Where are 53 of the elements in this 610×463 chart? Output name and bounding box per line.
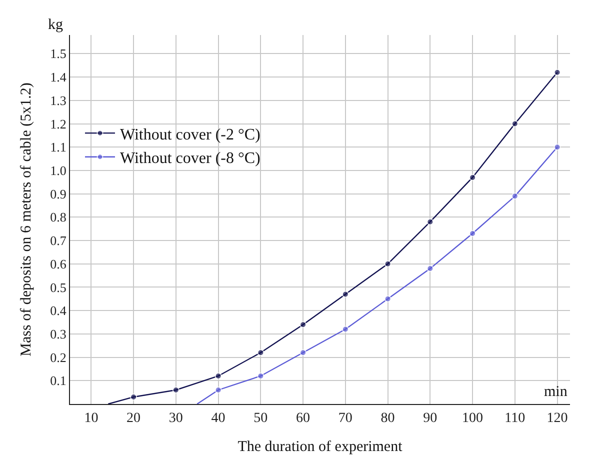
- point: [257, 372, 264, 380]
- legend-label: Without cover (-2 °C): [120, 126, 260, 144]
- y-tick-label: 1.3: [50, 92, 66, 108]
- point: [511, 120, 518, 128]
- x-tick-label: 60: [296, 410, 310, 426]
- x-tick-label: 80: [380, 410, 395, 426]
- x-tick-label: 50: [254, 410, 268, 426]
- point: [554, 68, 561, 76]
- point: [214, 386, 222, 394]
- point: [342, 326, 349, 333]
- y-tick-label: 0.2: [50, 350, 66, 365]
- y-tick-label: 1.4: [50, 70, 67, 85]
- y-tick-label: 1.5: [50, 46, 66, 62]
- y-tick-label: 0.5: [50, 280, 66, 295]
- x-tick-label: 100: [462, 410, 484, 426]
- point: [384, 295, 392, 302]
- point: [342, 290, 349, 298]
- y-tick-label: 0.7: [50, 233, 67, 248]
- text: kg: [48, 17, 64, 33]
- point: [469, 174, 476, 181]
- x-tick-label: 30: [168, 410, 183, 426]
- point: [554, 144, 561, 151]
- point: [426, 218, 434, 226]
- y-tick-label: 1.0: [50, 163, 66, 178]
- x-tick-label: 70: [338, 410, 352, 426]
- y-tick-label: 0.1: [50, 373, 66, 388]
- point: [384, 260, 392, 268]
- y-tick-label: 0.6: [50, 256, 67, 272]
- y-tick-label: 0.9: [50, 186, 66, 202]
- point: [172, 386, 180, 394]
- x-tick-label: 10: [84, 410, 98, 426]
- x-tick-label: 90: [423, 410, 438, 426]
- point: [130, 393, 138, 400]
- point: [300, 349, 307, 356]
- y-tick-label: 0.4: [50, 303, 67, 318]
- legend-label: Without cover (-8 °C): [120, 150, 260, 168]
- y-tick-label: 1.2: [50, 116, 66, 132]
- point: [511, 192, 518, 200]
- x-tick-label: 20: [126, 410, 141, 426]
- x-axis-title: The duration of experiment: [238, 438, 404, 455]
- y-tick-label: 0.3: [50, 326, 66, 342]
- point: [300, 321, 307, 328]
- point: [469, 230, 476, 238]
- point: [257, 349, 264, 356]
- x-tick-label: 40: [211, 410, 226, 426]
- annotation: min: [544, 384, 568, 400]
- x-tick-label: 120: [546, 410, 568, 426]
- x-tick-label: 110: [504, 410, 526, 426]
- y-tick-label: 0.8: [50, 210, 66, 225]
- point: [426, 265, 434, 272]
- y-tick-label: 1.1: [50, 140, 66, 155]
- y-axis-title: Mass of deposits on 6 meters of cable (5x1.2): [18, 82, 34, 356]
- point: [214, 372, 222, 380]
